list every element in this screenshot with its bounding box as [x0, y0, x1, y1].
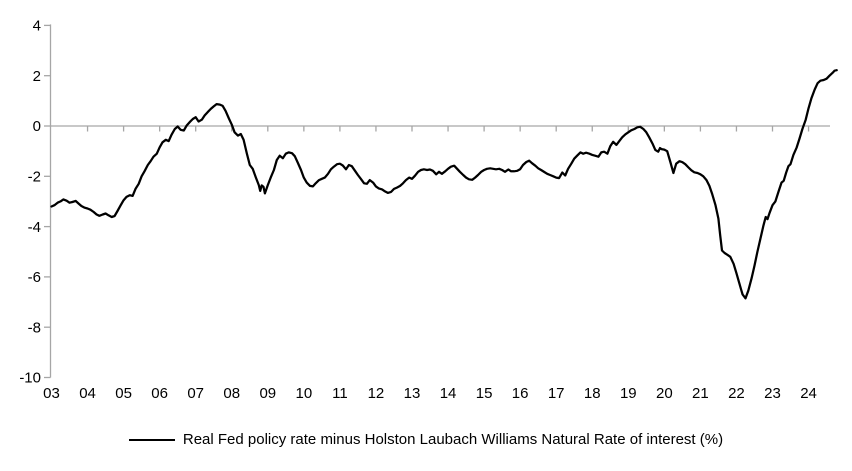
legend-line-sample [128, 438, 175, 441]
x-axis-tick-label: 04 [79, 385, 96, 402]
x-axis-tick-label: 19 [620, 385, 637, 402]
y-axis: 4 2 0 -2 -4 -6 -8 -10 [19, 18, 52, 387]
x-axis-tick-label: 24 [800, 385, 817, 402]
x-axis: 03 04 05 06 07 08 09 10 11 12 13 14 15 16 17 18 19 20 21 22… [43, 125, 830, 402]
x-axis-tick-label: 12 [368, 385, 385, 402]
y-axis-tick-label: 4 [33, 18, 41, 35]
x-axis-tick-label: 17 [548, 385, 565, 402]
legend: Real Fed policy rate minus Holston Lauba… [0, 431, 852, 448]
y-axis-tick-label: -6 [28, 269, 41, 286]
x-axis-tick-label: 15 [476, 385, 493, 402]
x-axis-tick-label: 11 [332, 385, 348, 402]
x-axis-tick-label: 03 [43, 385, 60, 402]
x-axis-tick-label: 22 [728, 385, 745, 402]
y-axis-tick-label: 0 [33, 118, 41, 135]
x-axis-tick-label: 14 [440, 385, 457, 402]
x-axis-tick-label: 16 [512, 385, 529, 402]
x-axis-tick-label: 05 [115, 385, 132, 402]
legend-label: Real Fed policy rate minus Holston Lauba… [182, 431, 724, 448]
x-axis-tick-label: 07 [187, 385, 204, 402]
x-axis-tick-label: 13 [404, 385, 421, 402]
x-axis-tick-label: 20 [656, 385, 673, 402]
y-axis-tick-label: -2 [28, 169, 41, 186]
y-axis-tick-label: -8 [28, 319, 41, 336]
x-axis-tick-label: 23 [764, 385, 781, 402]
y-axis-tick-label: -4 [28, 219, 41, 236]
series-line [50, 69, 838, 300]
x-axis-tick-label: 09 [259, 385, 276, 402]
y-axis-tick-label: -10 [19, 370, 41, 387]
y-axis-tick-label: 2 [33, 68, 41, 85]
x-axis-tick-label: 10 [296, 385, 313, 402]
x-axis-tick-label: 21 [692, 385, 709, 402]
x-axis-tick-label: 08 [223, 385, 240, 402]
x-axis-tick-label: 06 [151, 385, 168, 402]
x-axis-tick-label: 18 [584, 385, 601, 402]
